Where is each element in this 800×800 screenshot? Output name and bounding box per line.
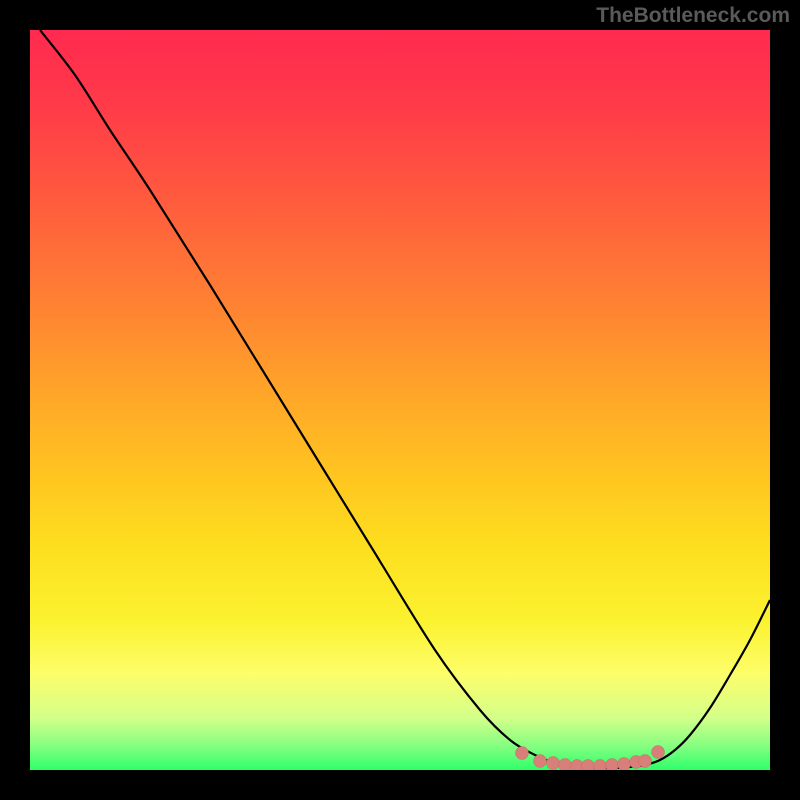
- trough-marker: [516, 747, 529, 760]
- watermark-text: TheBottleneck.com: [596, 4, 790, 28]
- trough-marker: [582, 760, 595, 771]
- trough-marker: [618, 758, 631, 771]
- bottleneck-curve: [40, 30, 770, 768]
- trough-marker: [606, 759, 619, 771]
- trough-marker: [534, 755, 547, 768]
- chart-container: TheBottleneck.com: [0, 0, 800, 800]
- trough-marker: [594, 760, 607, 771]
- curve-layer: [30, 30, 770, 770]
- trough-marker: [639, 755, 652, 768]
- trough-marker: [547, 757, 560, 770]
- plot-area: [30, 30, 770, 770]
- trough-marker: [652, 746, 665, 759]
- trough-marker: [559, 759, 572, 771]
- trough-markers-group: [516, 746, 665, 771]
